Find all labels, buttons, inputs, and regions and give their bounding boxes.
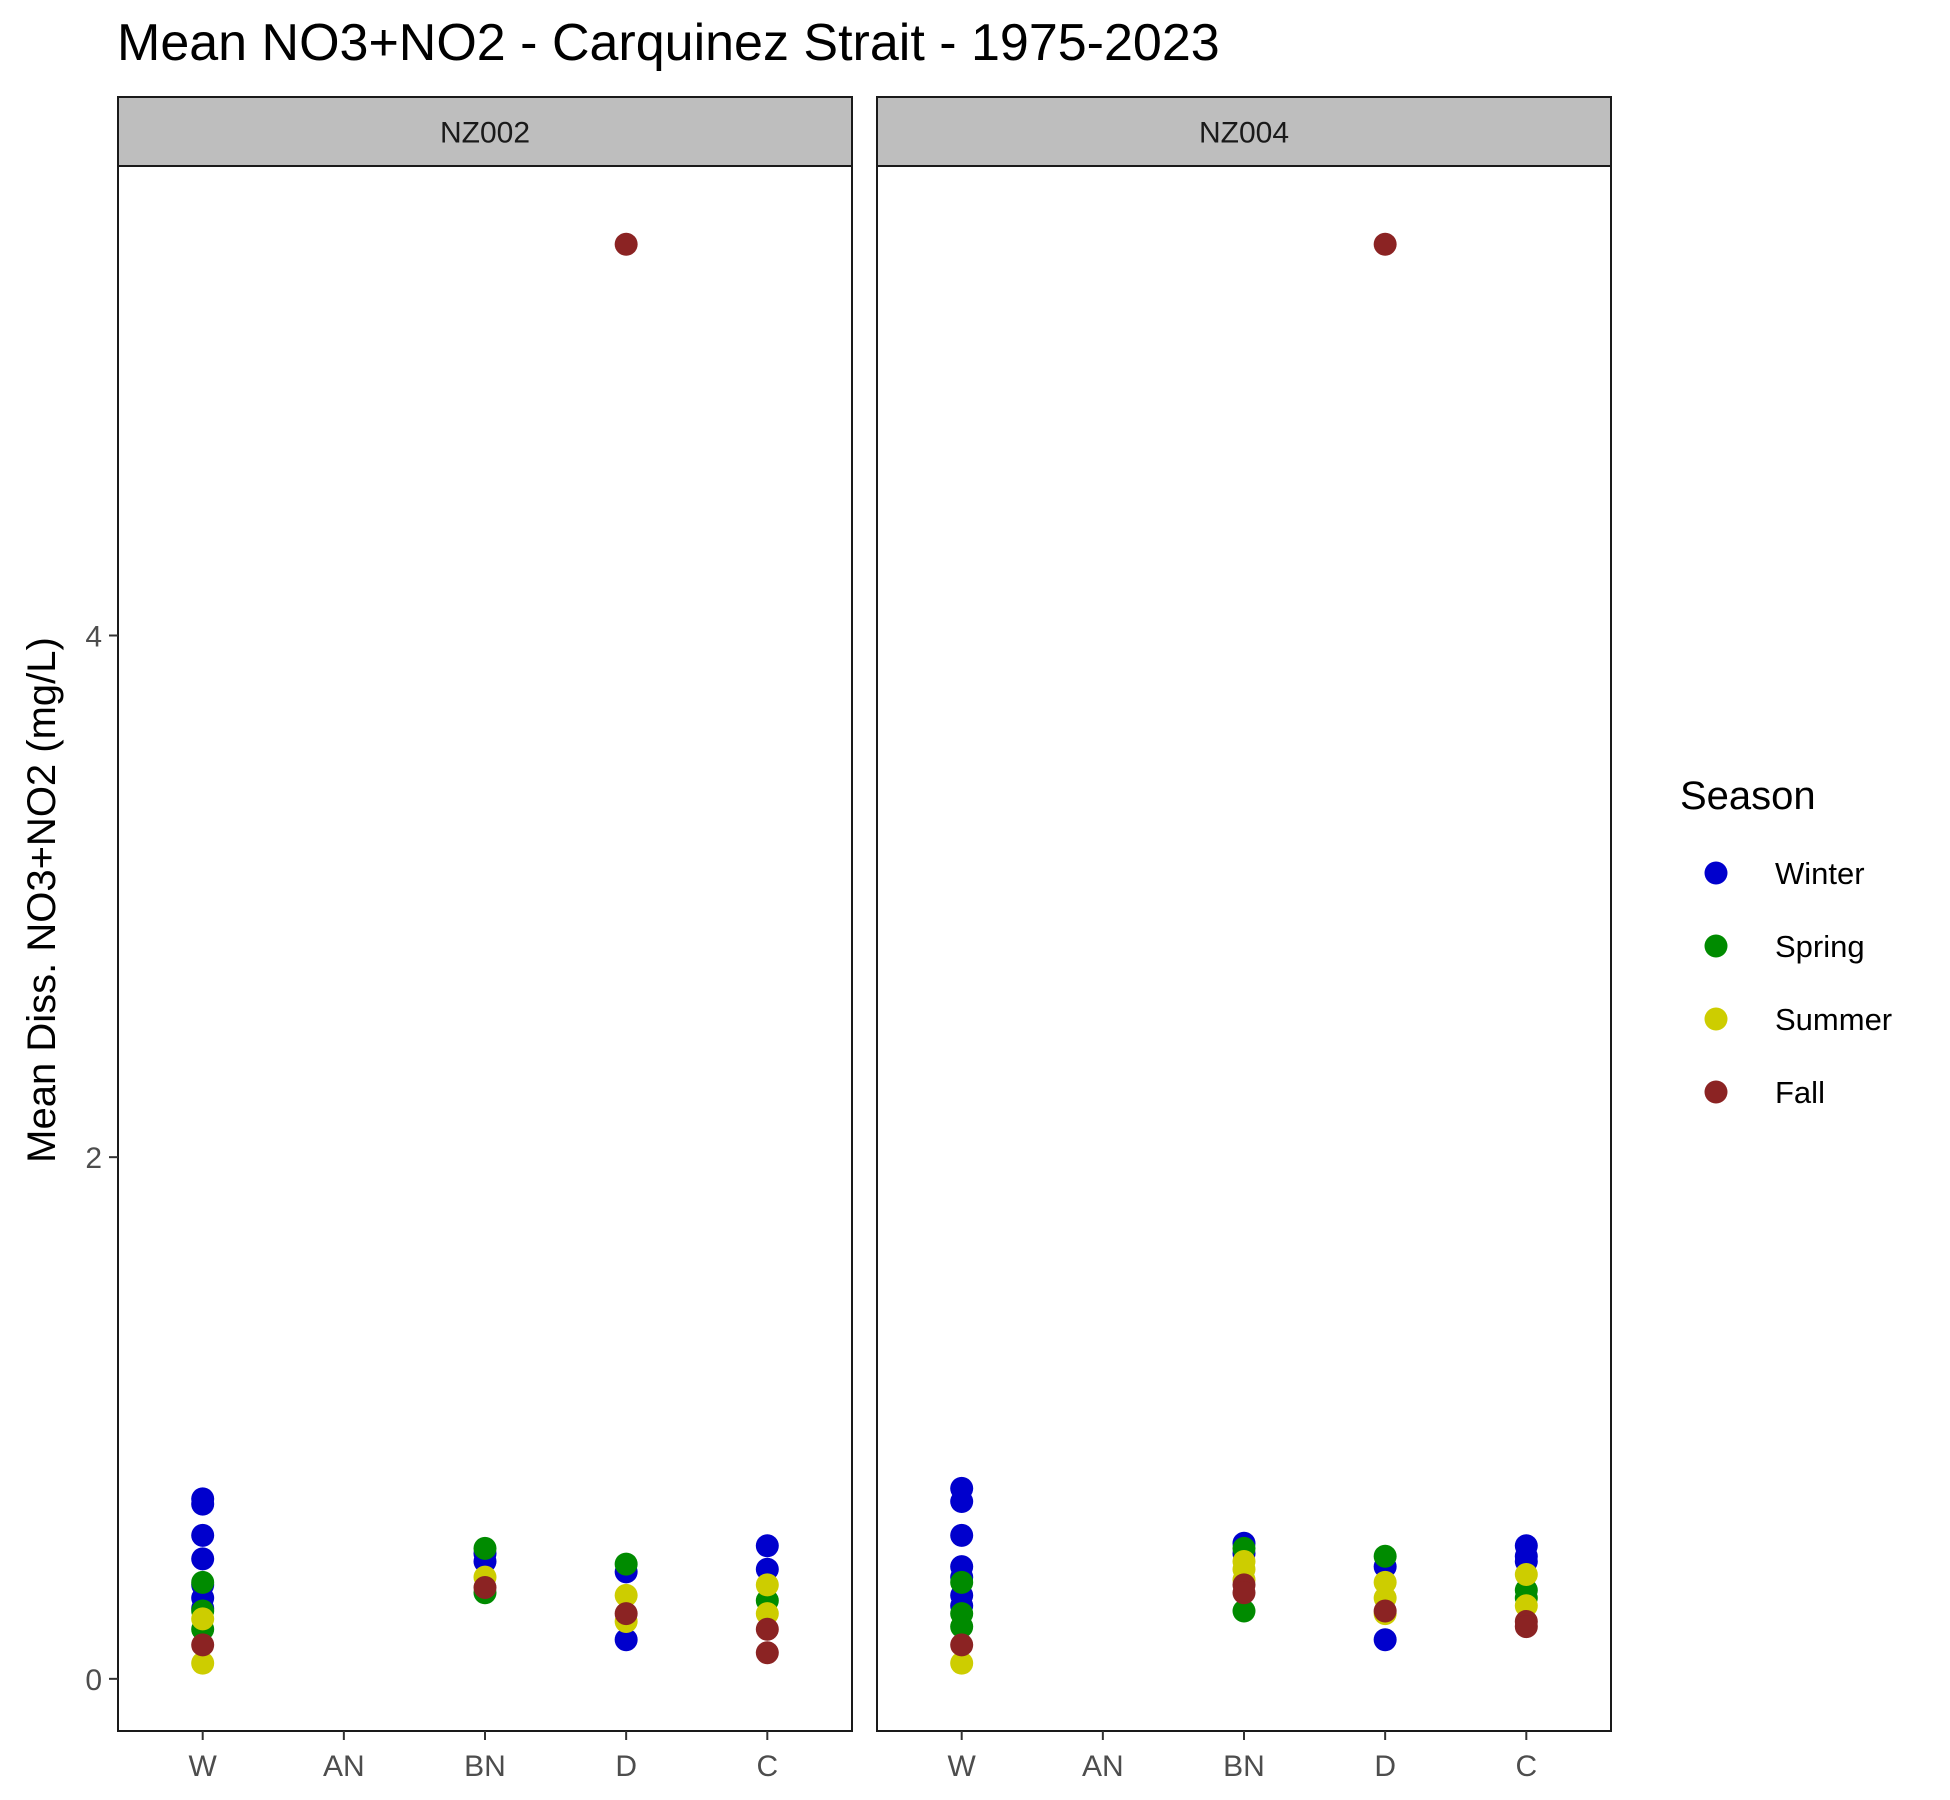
data-point-summer [755,1573,779,1597]
legend: Season Winter Spring Summer Fall [1680,774,1892,1110]
data-point-summer [950,1651,974,1675]
x-tick-label: AN [323,1750,365,1783]
data-point-fall [191,1633,215,1657]
legend-key [1704,934,1728,958]
data-point-winter [1373,1628,1397,1652]
data-point-winter [191,1523,215,1547]
data-point-fall [614,1602,638,1626]
data-point-summer [614,1583,638,1607]
y-tick-label: 4 [85,621,102,654]
data-point-spring [473,1536,497,1560]
y-tick-label: 0 [85,1664,102,1697]
y-axis-label: Mean Diss. NO3+NO2 (mg/L) [20,637,64,1163]
x-tick-label: D [1374,1750,1396,1783]
data-point-spring [950,1570,974,1594]
x-tick-label: C [1515,1750,1537,1783]
panel-border [117,165,853,1732]
legend-label: Fall [1775,1075,1825,1110]
legend-key [1704,1007,1728,1031]
legend-item-spring: Spring [1704,929,1865,964]
data-point-winter [755,1534,779,1558]
data-point-winter [191,1492,215,1516]
series-fall [950,232,1538,1657]
data-point-summer [1514,1563,1538,1586]
legend-item-winter: Winter [1704,856,1865,891]
x-tick-label: BN [464,1750,506,1783]
legend-label: Winter [1775,856,1865,891]
data-point-fall [1232,1581,1256,1605]
x-tick-label: W [948,1750,977,1783]
facet-strip [117,96,853,167]
facet-strip [876,96,1612,167]
data-point-winter [950,1489,974,1513]
legend-label: Spring [1775,929,1865,964]
data-point-spring [1232,1599,1256,1623]
data-point-spring [950,1615,974,1639]
x-tick-label: D [615,1750,637,1783]
data-point-summer [191,1651,215,1675]
data-point-summer [191,1607,215,1631]
y-tick-label: 2 [85,1142,102,1175]
data-point-winter [191,1547,215,1571]
x-tick-label: W [189,1750,218,1783]
data-point-winter [950,1523,974,1547]
legend-title: Season [1680,774,1816,818]
x-tick-label: C [756,1750,778,1783]
data-point-fall [950,1633,974,1657]
data-point-winter [614,1628,638,1652]
panels: NZ002 0 2 4 W AN BN D C NZ004 W AN BN D C [85,96,1612,1783]
legend-item-fall: Fall [1704,1075,1825,1110]
data-point-spring [1373,1544,1397,1568]
legend-key [1704,861,1728,885]
panel-nz004: NZ004 W AN BN D C [876,96,1612,1783]
data-point-spring [614,1552,638,1576]
data-point-fall [1514,1615,1538,1639]
x-tick-label: AN [1082,1750,1124,1783]
legend-key [1704,1080,1728,1104]
data-point-fall [614,232,638,256]
legend-item-summer: Summer [1704,1002,1892,1037]
data-point-spring [191,1570,215,1594]
facet-strip-label: NZ004 [1199,117,1289,150]
panel-nz002: NZ002 0 2 4 W AN BN D C [85,96,853,1783]
data-point-fall [755,1617,779,1641]
series-fall [191,232,779,1665]
facet-strip-label: NZ002 [440,117,530,150]
data-point-fall [473,1576,497,1600]
panel-border [876,165,1612,1732]
chart-title: Mean NO3+NO2 - Carquinez Strait - 1975-2… [117,14,1220,72]
data-point-fall [755,1641,779,1665]
legend-label: Summer [1775,1002,1892,1037]
x-tick-label: BN [1223,1750,1265,1783]
data-point-fall [1373,232,1397,256]
data-point-fall [1373,1599,1397,1623]
